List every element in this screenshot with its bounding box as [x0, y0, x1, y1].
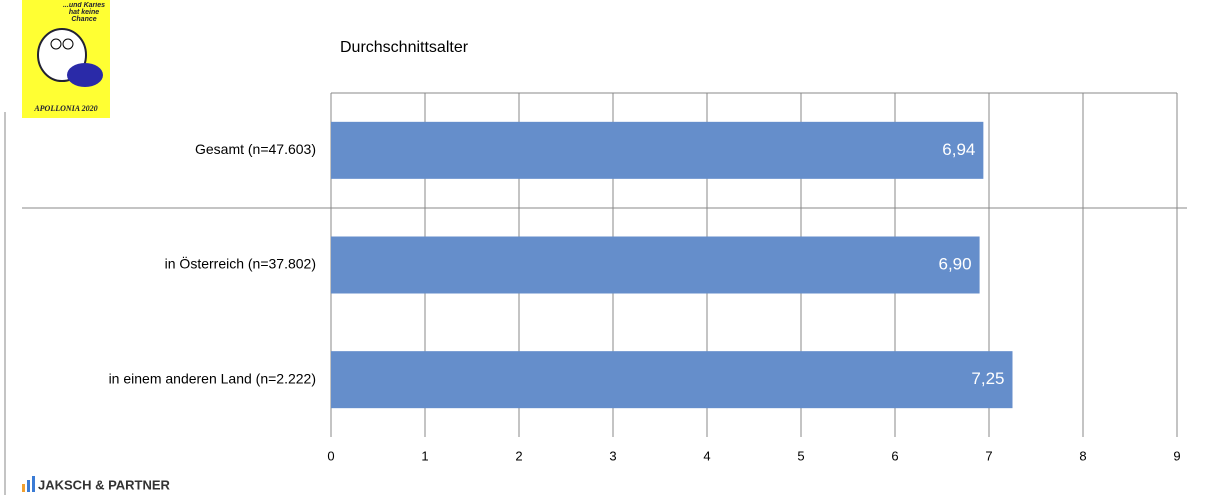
x-tick-label: 6: [891, 448, 898, 463]
x-tick-label: 0: [327, 448, 334, 463]
y-tick-label: Gesamt (n=47.603): [195, 141, 316, 157]
y-tick-label: in Österreich (n=37.802): [165, 255, 316, 272]
y-tick-label: in einem anderen Land (n=2.222): [109, 370, 316, 386]
badge-figure: [67, 63, 103, 87]
badge-title: APOLLONIA 2020: [33, 104, 97, 113]
badge-figure: [50, 38, 62, 50]
chart-title: Durchschnittsalter: [340, 39, 469, 56]
x-tick-label: 2: [515, 448, 522, 463]
x-tick-label: 1: [421, 448, 428, 463]
footer-icon: [22, 484, 25, 492]
x-tick-label: 4: [703, 448, 710, 463]
bar: [331, 121, 984, 179]
bar: [331, 351, 1013, 409]
footer-icon: [32, 476, 35, 492]
bar: [331, 236, 980, 294]
value-label: 6,94: [942, 140, 975, 159]
x-tick-label: 8: [1079, 448, 1086, 463]
badge-figure: [62, 38, 74, 50]
x-tick-label: 5: [797, 448, 804, 463]
x-tick-label: 3: [609, 448, 616, 463]
badge-text: ...und Karies hat keine Chance: [62, 2, 105, 23]
x-tick-label: 7: [985, 448, 992, 463]
value-label: 6,90: [939, 254, 972, 273]
badge-text-box: ...und Karies hat keine Chance: [62, 2, 105, 23]
footer-icon: [27, 480, 30, 492]
value-label: 7,25: [971, 369, 1004, 388]
footer-logo: JAKSCH & PARTNER: [38, 477, 171, 492]
x-tick-label: 9: [1173, 448, 1180, 463]
